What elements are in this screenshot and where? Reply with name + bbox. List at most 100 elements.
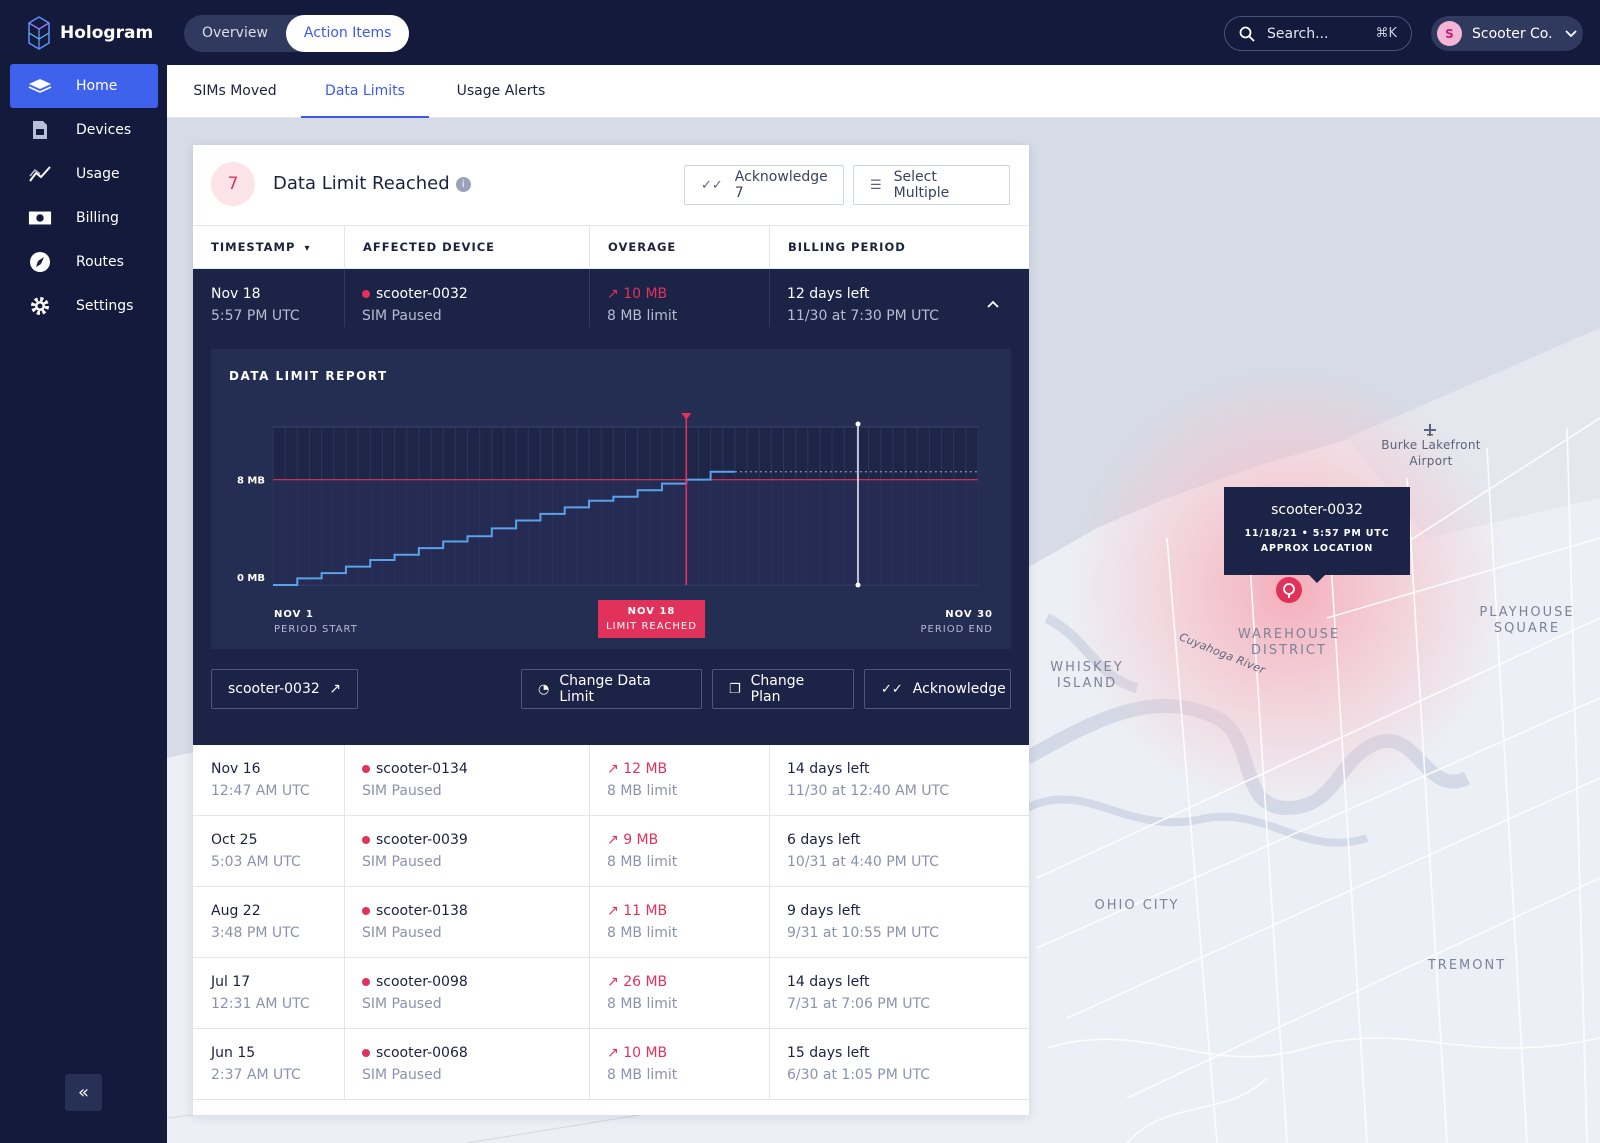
table-header: TIMESTAMP ▾ AFFECTED DEVICE OVERAGE BILL… (193, 225, 1029, 269)
routes-icon (28, 250, 52, 274)
row-device: scooter-0134 SIM Paused (362, 758, 468, 802)
table-row[interactable]: Jun 15 2:37 AM UTC scooter-0068 SIM Paus… (193, 1029, 1029, 1100)
device-link-button[interactable]: scooter-0032 ↗ (211, 669, 358, 709)
double-check-icon: ✓✓ (881, 681, 903, 697)
topbar: Overview Action Items Search... ⌘K S Sco… (167, 0, 1600, 65)
row-device-name: scooter-0039 (376, 832, 468, 848)
tab-sims-moved[interactable]: SIMs Moved (193, 83, 277, 99)
devices-icon (28, 118, 52, 142)
row-time: 3:48 PM UTC (211, 925, 300, 941)
period-end-label: NOV 30 PERIOD END (921, 607, 994, 637)
row-overage: ↗ 9 MB 8 MB limit (607, 829, 677, 873)
row-timestamp: Oct 25 5:03 AM UTC (211, 829, 301, 873)
sidebar-item-settings[interactable]: Settings (10, 284, 158, 328)
chevron-down-icon (1564, 29, 1577, 37)
period-end-sub: PERIOD END (920, 624, 993, 635)
tab-overview[interactable]: Overview (202, 25, 268, 41)
row-days-left: 9 days left (787, 903, 861, 919)
row-days-left: 14 days left (787, 761, 870, 777)
collapse-sidebar-button[interactable]: « (65, 1074, 102, 1111)
account-menu[interactable]: S Scooter Co. (1431, 16, 1583, 51)
acknowledge-all-button[interactable]: ✓✓ Acknowledge 7 (684, 165, 844, 205)
panel-header: 7 Data Limit Reached i ✓✓ Acknowledge 7 ☰… (193, 145, 1029, 225)
sidebar: Hologram Home Devices Usage Billing Rout… (0, 0, 167, 1143)
row-device: scooter-0068 SIM Paused (362, 1042, 468, 1086)
report-title: DATA LIMIT REPORT (229, 369, 388, 383)
search-input[interactable]: Search... ⌘K (1224, 16, 1412, 51)
acknowledge-all-label: Acknowledge 7 (734, 169, 828, 201)
row-overage: ↗ 10 MB 8 MB limit (607, 283, 677, 327)
column-timestamp[interactable]: TIMESTAMP ▾ (193, 226, 344, 269)
row-billing: 12 days left 11/30 at 7:30 PM UTC (787, 283, 939, 327)
row-device-name: scooter-0134 (376, 761, 468, 777)
subtabs: SIMs Moved Data Limits Usage Alerts (167, 65, 1600, 118)
table-row[interactable]: Aug 22 3:48 PM UTC scooter-0138 SIM Paus… (193, 887, 1029, 958)
chevron-up-icon[interactable] (987, 300, 999, 308)
sidebar-item-devices[interactable]: Devices (10, 108, 158, 152)
row-period-end: 11/30 at 12:40 AM UTC (787, 783, 949, 799)
period-end-marker-dot (855, 582, 861, 588)
row-device: scooter-0138 SIM Paused (362, 900, 468, 944)
map-label-airport: Burke Lakefront Airport (1381, 438, 1481, 468)
row-time: 12:31 AM UTC (211, 996, 310, 1012)
limit-reached-arrow-icon (681, 413, 692, 420)
trend-up-icon: ↗ (607, 1045, 624, 1061)
row-limit: 8 MB limit (607, 308, 678, 324)
sidebar-item-billing[interactable]: Billing (10, 196, 158, 240)
acknowledge-label: Acknowledge (912, 681, 1006, 697)
limit-reached-date: NOV 18 (627, 606, 676, 617)
row-limit: 8 MB limit (607, 783, 678, 799)
row-device-name: scooter-0032 (376, 286, 468, 302)
row-billing: 6 days left 10/31 at 4:40 PM UTC (787, 829, 939, 873)
change-data-limit-button[interactable]: ◔ Change Data Limit (521, 669, 702, 709)
usage-series-line (273, 470, 735, 586)
status-dot-icon (362, 836, 370, 844)
row-device: scooter-0098 SIM Paused (362, 971, 468, 1015)
home-icon (28, 74, 52, 98)
panel-title-text: Data Limit Reached (273, 173, 450, 194)
limit-reached-label: NOV 18 LIMIT REACHED (598, 600, 705, 638)
change-plan-button[interactable]: ❐ Change Plan (712, 669, 854, 709)
tooltip-timestamp: 11/18/21 • 5:57 PM UTC (1244, 528, 1390, 539)
row-device: scooter-0039 SIM Paused (362, 829, 468, 873)
expanded-row[interactable]: Nov 18 5:57 PM UTC scooter-0032 SIM Paus… (193, 269, 1029, 745)
row-billing: 15 days left 6/30 at 1:05 PM UTC (787, 1042, 930, 1086)
select-multiple-button[interactable]: ☰ Select Multiple (853, 165, 1010, 205)
tab-data-limits[interactable]: Data Limits (301, 65, 429, 118)
table-row[interactable]: Nov 16 12:47 AM UTC scooter-0134 SIM Pau… (193, 745, 1029, 816)
sidebar-item-usage[interactable]: Usage (10, 152, 158, 196)
sidebar-item-routes[interactable]: Routes (10, 240, 158, 284)
sidebar-item-home[interactable]: Home (10, 64, 158, 108)
y-tick-label: 8 MB (237, 476, 265, 487)
period-start-date: NOV 1 (274, 609, 314, 620)
acknowledge-button[interactable]: ✓✓ Acknowledge (864, 669, 1011, 709)
usage-icon (28, 162, 52, 186)
row-time: 5:57 PM UTC (211, 308, 300, 324)
row-billing: 9 days left 9/31 at 10:55 PM UTC (787, 900, 939, 944)
column-billing-period[interactable]: BILLING PERIOD (769, 226, 1029, 269)
column-affected-device[interactable]: AFFECTED DEVICE (344, 226, 589, 269)
row-timestamp: Jun 15 2:37 AM UTC (211, 1042, 301, 1086)
row-period-end: 9/31 at 10:55 PM UTC (787, 925, 939, 941)
row-overage-value: 26 MB (623, 974, 668, 990)
row-status: SIM Paused (362, 854, 442, 870)
info-icon[interactable]: i (455, 176, 471, 192)
table-row[interactable]: Jul 17 12:31 AM UTC scooter-0098 SIM Pau… (193, 958, 1029, 1029)
row-overage-value: 12 MB (623, 761, 668, 777)
tab-action-items[interactable]: Action Items (285, 15, 410, 52)
data-limit-report: DATA LIMIT REPORT 0 MB 8 MB NOV 1 PERIOD … (211, 349, 1011, 649)
hologram-logo[interactable]: Hologram (28, 16, 153, 50)
table-row[interactable]: Oct 25 5:03 AM UTC scooter-0039 SIM Paus… (193, 816, 1029, 887)
y-tick-label: 0 MB (237, 573, 265, 584)
row-date: Nov 18 (211, 286, 261, 302)
column-overage[interactable]: OVERAGE (589, 226, 769, 269)
row-days-left: 15 days left (787, 1045, 870, 1061)
billing-icon (28, 206, 52, 230)
period-start-sub: PERIOD START (274, 624, 358, 635)
row-device: scooter-0032 SIM Paused (362, 283, 468, 327)
status-dot-icon (362, 290, 370, 298)
row-period-end: 11/30 at 7:30 PM UTC (787, 308, 939, 324)
tab-usage-alerts[interactable]: Usage Alerts (456, 83, 546, 99)
double-chevron-left-icon: « (77, 1082, 89, 1103)
period-end-date: NOV 30 (945, 609, 993, 620)
